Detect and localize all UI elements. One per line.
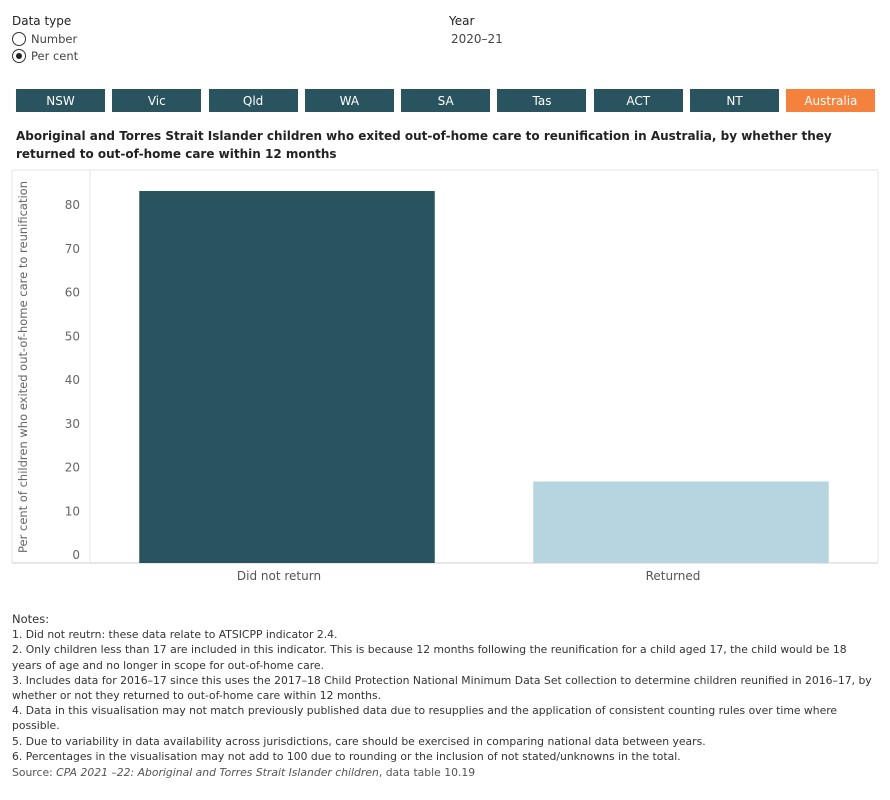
year-label: Year xyxy=(449,14,475,28)
note-5: 5. Due to variability in data availabili… xyxy=(12,734,706,748)
y-tick-label: 0 xyxy=(72,548,80,562)
data-type-label: Data type xyxy=(12,14,72,28)
year-selector[interactable]: 2020–21 xyxy=(451,32,503,46)
tab-vic[interactable]: Vic xyxy=(112,89,202,112)
y-tick-label: 50 xyxy=(65,329,80,343)
note-2: 2. Only children less than 17 are includ… xyxy=(12,643,847,672)
note-6: 6. Percentages in the visualisation may … xyxy=(12,749,681,763)
note-1: 1. Did not reutrn: these data relate to … xyxy=(12,628,338,642)
y-tick-label: 70 xyxy=(65,242,80,256)
tab-tas[interactable]: Tas xyxy=(497,89,587,112)
radio-per-cent-label: Per cent xyxy=(31,49,79,63)
y-ticks: 0 10 20 30 40 50 60 70 80 xyxy=(65,198,80,562)
chart-title: Aboriginal and Torres Strait Islander ch… xyxy=(16,129,832,161)
y-tick-label: 80 xyxy=(65,198,80,212)
bars xyxy=(139,191,829,563)
radio-number[interactable]: Number xyxy=(12,32,77,46)
source-prefix: Source: xyxy=(12,766,57,779)
source-suffix: , data table 10.19 xyxy=(378,766,476,779)
tab-nt[interactable]: NT xyxy=(690,89,780,112)
notes-title: Notes: xyxy=(12,612,50,626)
radio-circle-icon[interactable] xyxy=(12,32,26,46)
y-tick-label: 40 xyxy=(65,373,80,387)
tab-nsw[interactable]: NSW xyxy=(16,89,105,112)
tab-australia[interactable]: Australia xyxy=(786,89,876,112)
source: Source: CPA 2021 –22: Aboriginal and Tor… xyxy=(12,766,475,779)
y-tick-label: 10 xyxy=(65,504,80,518)
note-3: 3. Includes data for 2016–17 since this … xyxy=(12,673,872,703)
bar-chart: Per cent of children who exited out-of-h… xyxy=(11,169,879,583)
y-tick-label: 30 xyxy=(65,417,80,431)
y-axis-title: Per cent of children who exited out-of-h… xyxy=(16,181,30,553)
note-4: 4. Data in this visualisation may not ma… xyxy=(12,704,838,733)
radio-per-cent[interactable]: Per cent xyxy=(12,49,78,63)
tab-act[interactable]: ACT xyxy=(593,89,683,112)
tab-sa[interactable]: SA xyxy=(401,89,491,112)
notes: Notes: 1. Did not reutrn: these data rel… xyxy=(12,612,878,764)
radio-number-label: Number xyxy=(31,32,78,46)
x-category-label: Returned xyxy=(646,569,701,583)
radio-circle-icon[interactable] xyxy=(12,49,26,63)
bar-returned[interactable] xyxy=(533,481,829,564)
x-labels: Did not return Returned xyxy=(237,569,701,583)
x-category-label: Did not return xyxy=(237,569,321,583)
y-tick-label: 20 xyxy=(65,461,80,475)
jurisdiction-tabs: NSW Vic Qld WA SA Tas ACT NT Australia xyxy=(16,89,883,112)
tab-wa[interactable]: WA xyxy=(304,89,394,112)
source-title: CPA 2021 –22: Aboriginal and Torres Stra… xyxy=(56,766,379,779)
bar-did-not-return[interactable] xyxy=(139,191,435,563)
tab-qld[interactable]: Qld xyxy=(208,89,298,112)
y-tick-label: 60 xyxy=(65,286,80,300)
